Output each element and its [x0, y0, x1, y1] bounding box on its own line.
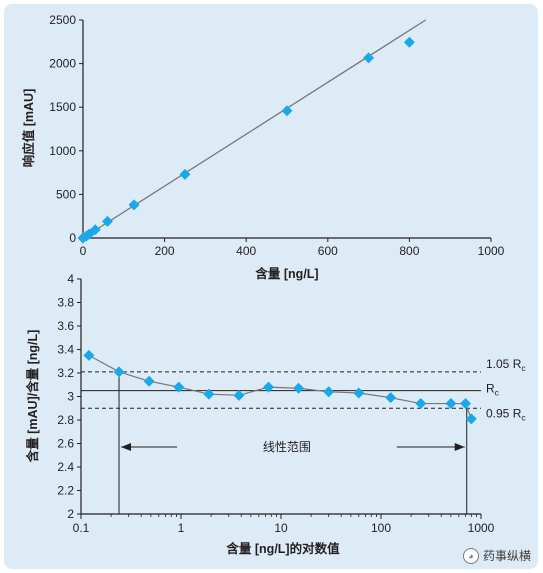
bottom-chart-data-point: [203, 388, 215, 400]
top-chart-data-point: [403, 36, 415, 48]
bottom-chart-data-point: [263, 381, 275, 393]
top-chart-x-tick-label: 200: [155, 244, 175, 258]
bottom-chart-data-point: [353, 387, 365, 399]
bottom-chart-y-tick-label: 2: [67, 507, 74, 521]
watermark: ◕ 药事纵横: [462, 547, 531, 564]
top-chart-x-tick-label: 1000: [478, 244, 505, 258]
bottom-chart-linear-range: 线性范围: [118, 371, 468, 514]
bottom-chart-x-tick-label: 0.1: [73, 521, 90, 535]
top-chart-x-axis-label: 含量 [ng/L]: [254, 266, 318, 281]
top-chart-axes: 0 200 400 600 800 1000 0 500 1000 1500 2000 2500: [49, 13, 504, 258]
bottom-chart-y-tick-label: 3.4: [57, 343, 74, 357]
bottom-chart-data-point: [173, 381, 185, 393]
chart-panel: [4, 4, 538, 569]
bottom-chart-y-tick-label: 3.6: [57, 319, 74, 333]
bottom-chart-data-point: [293, 382, 305, 394]
bottom-chart-reference-lines: 1.05 Rc Rc 0.95 Rc: [81, 357, 526, 422]
bottom-chart-x-tick-label: 10: [274, 521, 288, 535]
bottom-chart-y-tick-label: 2.4: [57, 460, 74, 474]
bottom-chart-data-point: [143, 375, 155, 387]
bottom-chart-series: [83, 349, 477, 425]
top-chart-y-axis-label: 响应值 [mAU]: [21, 89, 36, 167]
top-chart-x-tick-label: 600: [318, 244, 338, 258]
linear-range-label: 线性范围: [263, 440, 311, 454]
top-chart-x-tick-label: 800: [399, 244, 419, 258]
bottom-chart-y-tick-label: 2.8: [57, 413, 74, 427]
top-chart: 0 200 400 600 800 1000 0 500 1000 1500 2000 2500 含量…: [21, 13, 505, 281]
bottom-chart-data-point: [113, 366, 125, 378]
top-chart-data-point: [179, 168, 191, 180]
bottom-chart-y-tick-label: 3.2: [57, 366, 74, 380]
bottom-chart-x-tick-label: 100: [371, 521, 391, 535]
bottom-chart-x-axis-label: 含量 [ng/L]的对数值: [225, 541, 340, 556]
bottom-chart-data-point: [445, 398, 457, 410]
top-chart-data-point: [363, 52, 375, 64]
bottom-chart-y-axis-label: 含量 [mAU]/含量 [ng/L]: [25, 330, 40, 464]
top-chart-data-point: [89, 224, 101, 236]
bottom-chart-y-tick-label: 2.6: [57, 437, 74, 451]
bottom-chart-reference-label: 1.05 Rc: [486, 357, 526, 373]
bottom-chart-series-line: [88, 354, 472, 420]
bottom-chart-y-tick-label: 3: [67, 390, 74, 404]
top-chart-y-tick-label: 0: [69, 231, 76, 245]
bottom-chart-data-point: [385, 392, 397, 404]
top-chart-y-tick-label: 1000: [49, 144, 76, 158]
bottom-chart-data-point: [415, 398, 427, 410]
bottom-chart-axes: 0.1 1 10 100 1000 2 2.2 2.4 2.6 2.8 3 3.2 3.4 3.6 3.8 4: [57, 272, 494, 535]
top-chart-data-point: [128, 199, 140, 211]
top-chart-y-tick-label: 2500: [49, 13, 76, 27]
bottom-chart-reference-label: 0.95 Rc: [486, 406, 526, 422]
bottom-chart-y-tick-label: 4: [67, 272, 74, 286]
top-chart-data-point: [101, 215, 113, 227]
bottom-chart-data-point: [233, 389, 245, 401]
bottom-chart: 0.1 1 10 100 1000 2 2.2 2.4 2.6 2.8 3 3.2 3.4 3.6 3.8 4…: [25, 272, 526, 556]
linear-range-arrowhead-right: [454, 443, 465, 452]
bottom-chart-x-tick-label: 1: [178, 521, 185, 535]
watermark-text: 药事纵横: [482, 549, 531, 563]
top-chart-y-tick-label: 500: [56, 187, 76, 201]
wechat-icon: ◕: [462, 547, 479, 564]
bottom-chart-data-point: [460, 398, 472, 410]
bottom-chart-data-point: [323, 386, 335, 398]
bottom-chart-y-tick-label: 3.8: [57, 296, 74, 310]
bottom-chart-y-tick-label: 2.2: [57, 484, 74, 498]
bottom-chart-reference-label: Rc: [486, 382, 500, 398]
top-chart-y-tick-label: 1500: [49, 100, 76, 114]
bottom-chart-x-tick-label: 1000: [468, 521, 495, 535]
top-chart-points: [77, 36, 415, 244]
bottom-chart-data-point: [83, 349, 95, 361]
top-chart-data-point: [281, 105, 293, 117]
bottom-chart-data-point: [465, 413, 477, 425]
linear-range-arrowhead-left: [121, 443, 132, 452]
top-chart-y-tick-label: 2000: [49, 57, 76, 71]
top-chart-x-tick-label: 400: [236, 244, 256, 258]
top-chart-x-tick-label: 0: [80, 244, 87, 258]
